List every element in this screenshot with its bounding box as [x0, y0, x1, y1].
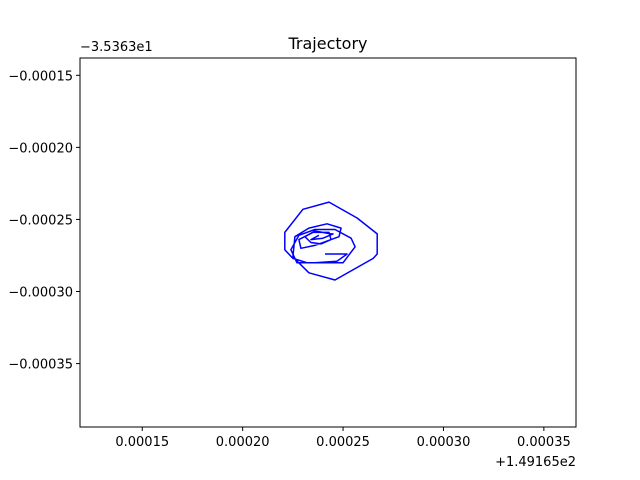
y-tick-label: −0.00025: [8, 213, 73, 228]
y-tick-label: −0.00035: [8, 358, 73, 373]
x-tick-label: 0.00030: [417, 435, 471, 450]
plot-frame: [79, 57, 577, 428]
y-axis-ticks: −0.00015 −0.00020 −0.00025 −0.00030 −0.00035: [8, 69, 80, 373]
chart-title: Trajectory: [288, 34, 368, 53]
y-axis-offset-label: −3.5363e1: [80, 40, 153, 55]
y-tick-label: −0.00015: [8, 69, 73, 84]
trajectory-line-0: [284, 201, 378, 281]
x-tick-label: 0.00015: [115, 435, 169, 450]
plot-area: [284, 201, 378, 281]
x-tick-label: 0.00025: [316, 435, 370, 450]
x-axis-ticks: 0.00015 0.00020 0.00025 0.00030 0.00035: [115, 427, 571, 450]
x-axis-offset-label: +1.49165e2: [495, 455, 576, 470]
x-tick-label: 0.00020: [216, 435, 270, 450]
y-tick-label: −0.00020: [8, 141, 73, 156]
x-tick-label: 0.00035: [517, 435, 571, 450]
y-tick-label: −0.00030: [8, 286, 73, 301]
